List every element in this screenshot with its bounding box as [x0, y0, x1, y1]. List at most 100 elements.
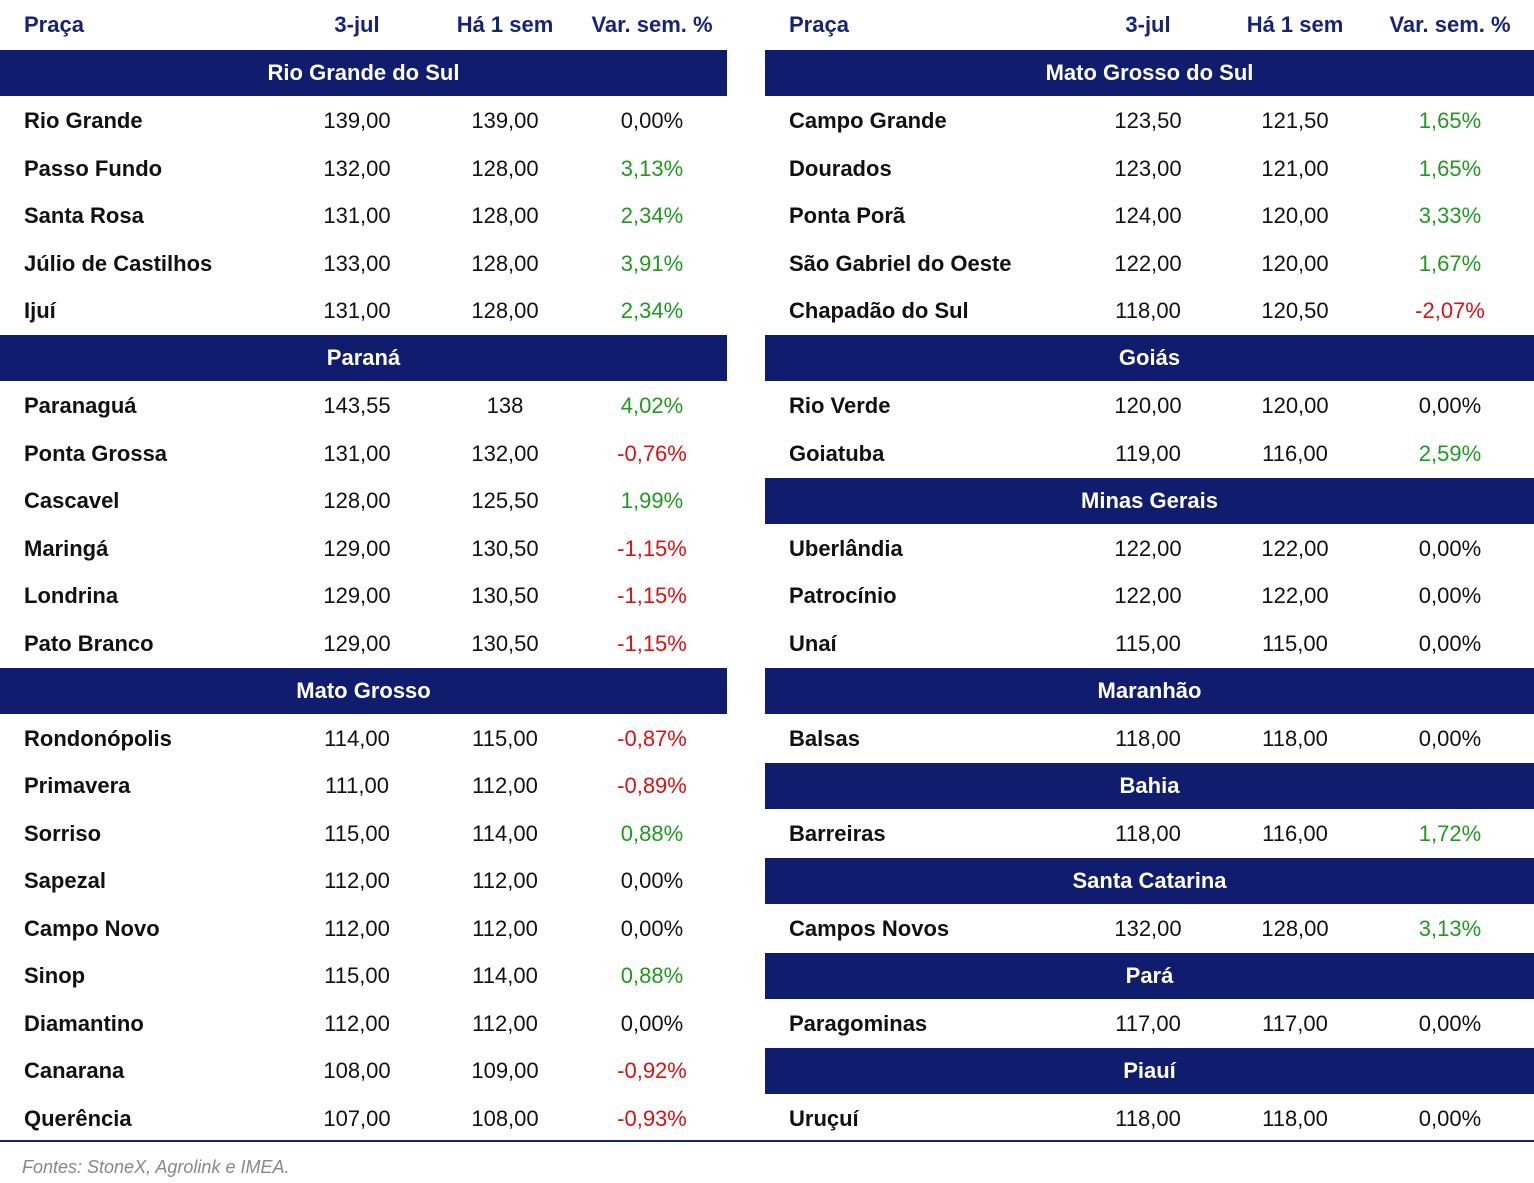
place: Pato Branco [24, 630, 154, 656]
price: 139,00 [323, 108, 391, 134]
data-row: Goiatuba 119,00 116,00 2,59% [765, 430, 1534, 478]
variation: 0,88% [620, 963, 684, 989]
variation: 2,59% [1418, 440, 1482, 466]
variation: 0,00% [1418, 535, 1482, 561]
section-bar: Mato Grosso do Sul [765, 50, 1534, 96]
price: 115,00 [324, 963, 390, 989]
prev-price: 114,00 [472, 820, 538, 846]
header-cell: Há 1 sem [1246, 12, 1344, 37]
price: 129,00 [323, 583, 391, 609]
section-title: Paraná [326, 345, 401, 370]
data-row: Paragominas 117,00 117,00 0,00% [765, 1000, 1534, 1048]
place: Barreiras [789, 820, 886, 846]
prev-price: 112,00 [472, 868, 538, 894]
prev-price: 121,50 [1261, 108, 1329, 134]
place: Dourados [789, 155, 892, 181]
data-row: Rondonópolis 114,00 115,00 -0,87% [0, 715, 727, 763]
price: 122,00 [1114, 583, 1182, 609]
data-row: Júlio de Castilhos 133,00 128,00 3,91% [0, 240, 727, 288]
prev-price: 130,50 [471, 583, 539, 609]
variation: 1,65% [1418, 108, 1482, 134]
data-row: São Gabriel do Oeste 122,00 120,00 1,67% [765, 240, 1534, 288]
data-row: Cascavel 128,00 125,50 1,99% [0, 478, 727, 526]
price: 124,00 [1114, 203, 1182, 229]
data-row: Sinop 115,00 114,00 0,88% [0, 953, 727, 1001]
data-row: Rio Grande 139,00 139,00 0,00% [0, 98, 727, 146]
variation: 1,67% [1418, 250, 1482, 276]
price: 129,00 [323, 535, 391, 561]
variation: 0,00% [620, 1010, 684, 1036]
data-row: Campo Novo 112,00 112,00 0,00% [0, 905, 727, 953]
variation: 0,88% [620, 820, 684, 846]
place: Londrina [24, 583, 119, 609]
price: 120,00 [1114, 393, 1182, 419]
price: 132,00 [323, 155, 391, 181]
place: Diamantino [24, 1010, 144, 1036]
prev-price: 120,50 [1261, 298, 1329, 324]
variation: 0,00% [1418, 1010, 1482, 1036]
data-row: Unaí 115,00 115,00 0,00% [765, 620, 1534, 668]
variation: 3,13% [1418, 915, 1482, 941]
place: Goiatuba [789, 440, 885, 466]
prev-price: 128,00 [471, 298, 539, 324]
price: 132,00 [1114, 915, 1182, 941]
data-row: Maringá 129,00 130,50 -1,15% [0, 525, 727, 573]
header-cell: Var. sem. % [591, 12, 713, 37]
prev-price: 138 [486, 393, 524, 419]
place: Campo Novo [24, 915, 160, 941]
variation: 0,00% [1418, 630, 1482, 656]
price: 143,55 [323, 393, 391, 419]
place: Maringá [24, 535, 109, 561]
variation: 0,00% [620, 868, 684, 894]
section-title: Mato Grosso [296, 677, 431, 703]
variation: 3,13% [620, 155, 684, 181]
variation: -1,15% [617, 583, 687, 609]
prev-price: 120,00 [1261, 250, 1329, 276]
header-cell: Há 1 sem [456, 12, 554, 37]
data-row: Barreiras 118,00 116,00 1,72% [765, 810, 1534, 858]
right-table: Praça 3-jul Há 1 sem Var. sem. % Mato Grosso… [765, 0, 1534, 1143]
section-title: Goiás [1118, 345, 1181, 370]
place: Primavera [24, 773, 131, 799]
section-title: Pará [1125, 962, 1174, 988]
prev-price: 128,00 [471, 155, 539, 181]
prev-price: 112,00 [472, 915, 538, 941]
variation: -0,92% [617, 1058, 687, 1084]
prev-price: 122,00 [1261, 535, 1329, 561]
data-row: Ponta Porã 124,00 120,00 3,33% [765, 193, 1534, 241]
place: Rondonópolis [24, 725, 172, 751]
place: Ijuí [24, 298, 56, 324]
price: 107,00 [323, 1105, 391, 1131]
variation: -1,15% [617, 630, 687, 656]
price: 123,00 [1114, 155, 1182, 181]
place: Rio Verde [789, 393, 891, 419]
place: Patrocínio [789, 583, 897, 609]
data-row: Ijuí 131,00 128,00 2,34% [0, 288, 727, 336]
section-bar: Paraná [0, 335, 727, 381]
header-row: Praça 3-jul Há 1 sem Var. sem. % [0, 0, 727, 50]
section-bar: Rio Grande do Sul [0, 50, 727, 96]
data-row: Campo Grande 123,50 121,50 1,65% [765, 98, 1534, 146]
prev-price: 128,00 [471, 203, 539, 229]
variation: 1,72% [1418, 820, 1482, 846]
section-bar: Goiás [765, 335, 1534, 381]
data-row: Uberlândia 122,00 122,00 0,00% [765, 525, 1534, 573]
place: Ponta Grossa [24, 440, 168, 466]
place: Campos Novos [789, 915, 950, 941]
price: 115,00 [1115, 630, 1181, 656]
place: Balsas [789, 725, 860, 751]
prev-price: 115,00 [472, 725, 538, 751]
prev-price: 118,00 [1262, 1105, 1328, 1131]
place: Querência [24, 1105, 132, 1131]
data-row: Dourados 123,00 121,00 1,65% [765, 145, 1534, 193]
variation: 3,91% [620, 250, 684, 276]
data-row: Campos Novos 132,00 128,00 3,13% [765, 905, 1534, 953]
price: 131,00 [323, 203, 391, 229]
place: Unaí [789, 630, 837, 656]
header-cell: Praça [789, 12, 849, 37]
variation: 1,99% [620, 488, 684, 514]
place: Sapezal [24, 868, 106, 894]
place: Ponta Porã [789, 203, 906, 229]
prev-price: 118,00 [1262, 725, 1328, 751]
